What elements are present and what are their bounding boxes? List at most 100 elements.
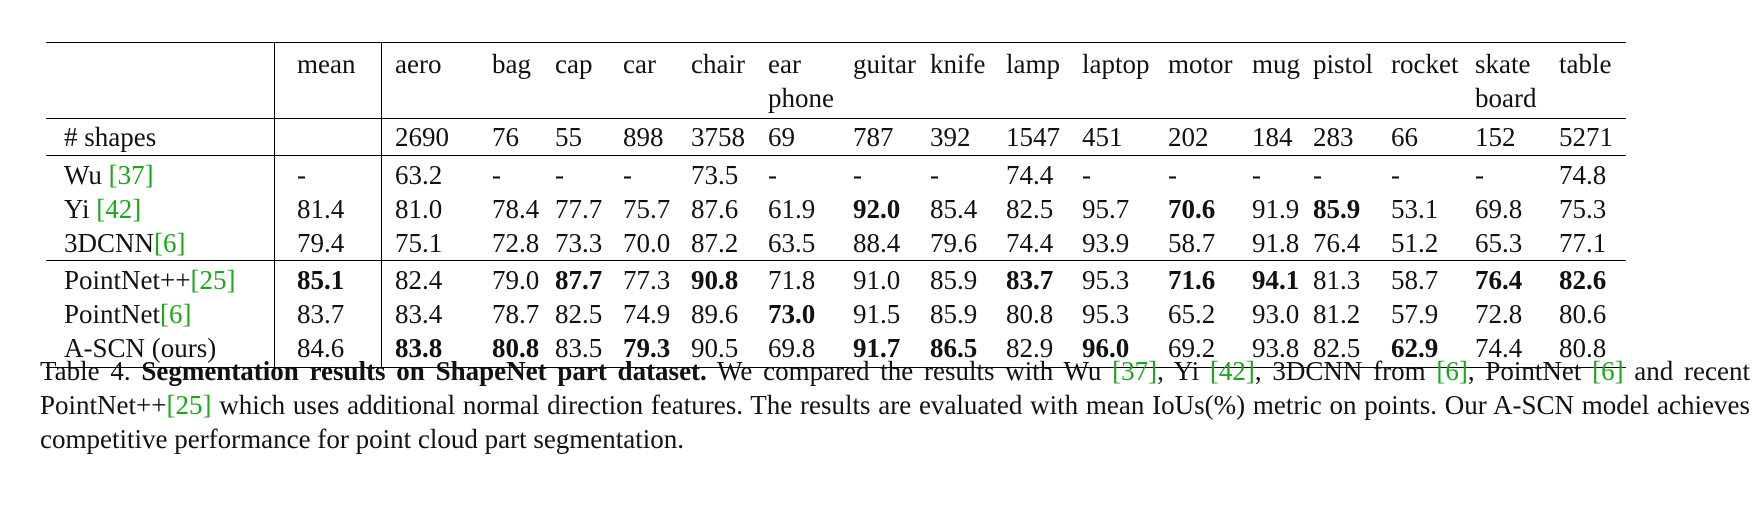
column-header-lamp: lamp <box>993 43 1069 119</box>
caption-title: Segmentation results on ShapeNet part da… <box>141 356 707 386</box>
method-name-cell: Yi [42] <box>46 192 275 226</box>
category-value-cell: 87.7 <box>542 260 610 297</box>
category-value-cell: 65.2 <box>1168 299 1216 329</box>
category-value-cell: 77.3 <box>610 260 678 297</box>
category-value-cell: 92.0 <box>853 194 901 224</box>
category-value-cell: 82.6 <box>1546 260 1627 297</box>
table-header: mean aero bag cap car chair ear phone guitar kni… <box>46 42 1627 119</box>
column-header-line1: table <box>1559 49 1612 79</box>
mean-iou-cell: 79.4 <box>274 226 382 261</box>
method-citation: [25] <box>190 265 236 295</box>
column-header-bag: bag <box>479 43 542 119</box>
category-value-cell: 79.0 <box>479 260 542 297</box>
column-header-cap: cap <box>542 43 610 119</box>
category-value-cell: 82.4 <box>381 260 479 297</box>
category-value-cell: 79.6 <box>930 228 978 258</box>
category-value-cell: 77.7 <box>555 194 603 224</box>
method-name-cell: PointNet++[25] <box>46 260 275 297</box>
caption-text: , PointNet <box>1467 356 1593 386</box>
category-value-cell: 96.0 <box>1069 331 1155 368</box>
table-row: # shapes 2690 76 55 898 3758 69 787 392 1547 451 20… <box>46 118 1627 156</box>
column-header-table: table <box>1546 43 1626 119</box>
caption-citation: [37] <box>1112 356 1158 386</box>
category-value-cell: 2690 <box>381 118 479 156</box>
category-value-cell: 83.5 <box>542 331 610 368</box>
caption-citation: [6] <box>1436 356 1468 386</box>
category-value-cell: 72.8 <box>492 228 540 258</box>
column-header-line1: chair <box>691 49 745 79</box>
category-value-cell: 72.8 <box>1475 299 1523 329</box>
mean-iou-cell: 85.1 <box>274 260 382 297</box>
column-header-line1: cap <box>555 49 593 79</box>
column-header-line1: motor <box>1168 49 1233 79</box>
mean-iou-cell: 83.7 <box>274 297 382 331</box>
column-header-line1: aero <box>395 49 442 79</box>
mean-iou-cell: 84.6 <box>274 331 382 368</box>
column-header-line1: guitar <box>853 49 916 79</box>
segmentation-results-table: mean aero bag cap car chair ear phone guitar kni… <box>46 42 1627 368</box>
column-header-line2: board <box>1475 83 1537 113</box>
mean-iou-cell <box>274 118 382 156</box>
method-name: PointNet <box>64 299 161 329</box>
method-name: A-SCN (ours) <box>64 333 217 363</box>
category-value-cell: 58.7 <box>1378 260 1463 297</box>
category-value-cell: - <box>1239 155 1301 192</box>
results-table-container: mean aero bag cap car chair ear phone guitar kni… <box>46 42 1759 368</box>
category-value-cell: - <box>1155 155 1239 192</box>
category-value-cell: 85.9 <box>917 260 993 297</box>
table-row: Wu [37] -63.2- - -73.5- - -74.4- - - - - -74.8 <box>46 155 1627 192</box>
category-value-cell: - <box>1069 155 1155 192</box>
category-value-cell: 91.7 <box>840 331 917 368</box>
column-header-line1: mug <box>1252 49 1301 79</box>
category-value-cell: 82.5 <box>555 299 603 329</box>
column-header-laptop: laptop <box>1069 43 1155 119</box>
category-value-cell: 451 <box>1069 118 1155 156</box>
caption-citation: [25] <box>166 390 212 420</box>
category-value-cell: 76.4 <box>1313 228 1361 258</box>
category-value-cell: - <box>917 155 993 192</box>
column-header-motor: motor <box>1155 43 1239 119</box>
category-value-cell: 93.9 <box>1082 228 1130 258</box>
caption-text: , 3DCNN from <box>1254 356 1437 386</box>
category-value-cell: 283 <box>1300 118 1379 156</box>
column-header-line1: ear <box>768 49 801 79</box>
column-header-line1: bag <box>492 49 531 79</box>
category-value-cell: 74.4 <box>1462 331 1547 368</box>
category-value-cell: 184 <box>1239 118 1301 156</box>
category-value-cell: 74.9 <box>623 299 671 329</box>
table-row: 3DCNN[6] 79.4 75.1 72.8 73.3 70.0 87.2 63.5 88.4… <box>46 226 1626 261</box>
column-header-rocket: rocket <box>1378 43 1462 119</box>
category-value-cell: 57.9 <box>1391 299 1439 329</box>
category-value-cell: 81.3 <box>1300 260 1379 297</box>
category-value-cell: 898 <box>610 118 678 156</box>
category-value-cell: 86.5 <box>917 331 993 368</box>
column-header-line1: knife <box>930 49 986 79</box>
method-citation: [42] <box>96 194 142 224</box>
column-header-line2: phone <box>768 83 834 113</box>
category-value-cell: 95.7 <box>1082 194 1130 224</box>
category-value-cell: - <box>479 155 542 192</box>
category-value-cell: 80.8 <box>1006 299 1054 329</box>
table-row: Yi [42] 81.4 81.0 78.4 77.7 75.7 87.6 61.9 92.0 8… <box>46 192 1626 226</box>
category-value-cell: 85.9 <box>930 299 978 329</box>
method-name-cell: PointNet[6] <box>46 297 275 331</box>
category-value-cell: 81.2 <box>1313 299 1361 329</box>
category-value-cell: 74.4 <box>1006 228 1054 258</box>
caption-citation: [42] <box>1209 356 1255 386</box>
method-name-cell: Wu [37] <box>46 155 275 192</box>
category-value-cell: 69.8 <box>1475 194 1523 224</box>
category-value-cell: 85.9 <box>1313 194 1361 224</box>
category-value-cell: - <box>1378 155 1463 192</box>
category-value-cell: 58.7 <box>1168 228 1216 258</box>
category-value-cell: 88.4 <box>853 228 901 258</box>
column-header-knife: knife <box>917 43 993 119</box>
category-value-cell: 71.6 <box>1155 260 1239 297</box>
category-value-cell: 82.9 <box>993 331 1069 368</box>
category-value-cell: 90.5 <box>678 331 755 368</box>
category-value-cell: - <box>1462 155 1547 192</box>
category-value-cell: 75.7 <box>623 194 671 224</box>
category-value-cell: 87.2 <box>691 228 739 258</box>
category-value-cell: 75.3 <box>1559 194 1607 224</box>
column-header-line1: car <box>623 49 656 79</box>
category-value-cell: 63.5 <box>768 228 816 258</box>
